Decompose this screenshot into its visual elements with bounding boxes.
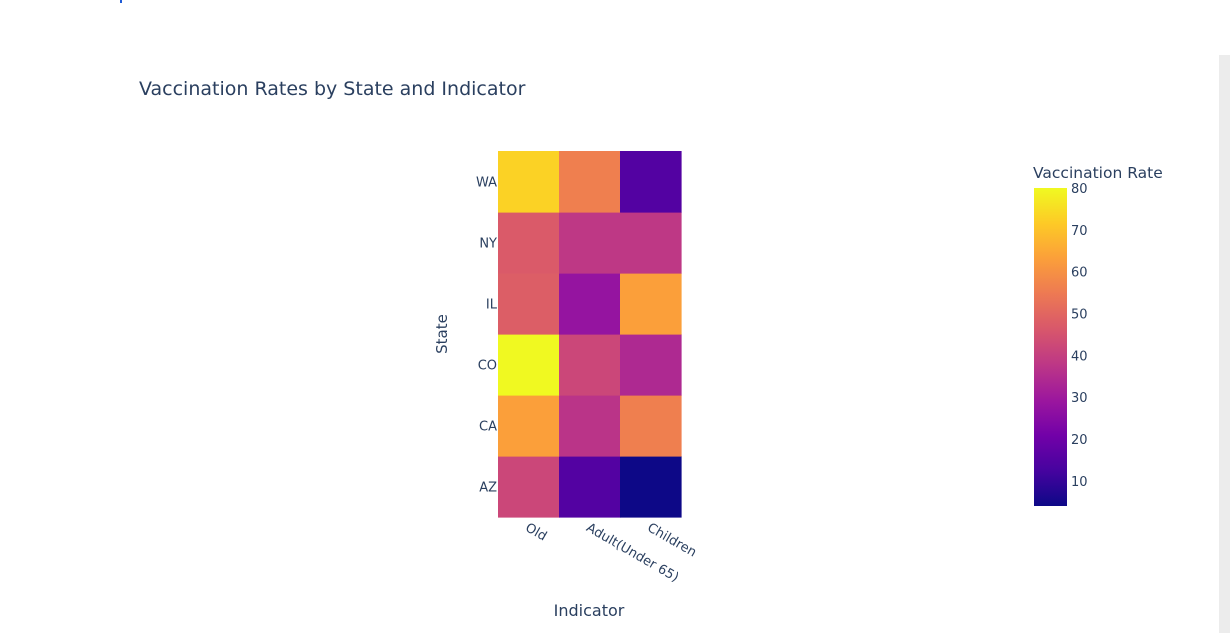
x-tick-labels: Old Adult(Under 65)Children xyxy=(523,520,699,585)
heatmap-cell-ca-1 xyxy=(559,395,621,457)
heatmap-cell-wa-1 xyxy=(559,151,621,213)
y-tick-label: AZ xyxy=(479,481,497,496)
y-axis-title: State xyxy=(433,314,451,354)
colorbar-tick-label: 70 xyxy=(1071,224,1088,239)
heatmap-cells xyxy=(498,151,682,518)
y-tick-label: IL xyxy=(486,298,498,313)
heatmap-cell-ny-2 xyxy=(620,212,682,274)
heatmap-cell-az-1 xyxy=(559,456,621,518)
heatmap-cell-az-0 xyxy=(498,456,560,518)
heatmap-cell-co-2 xyxy=(620,334,682,396)
heatmap-cell-az-2 xyxy=(620,456,682,518)
colorbar-tick-labels: 10 20 30 40 50 60 70 80 xyxy=(1071,182,1088,490)
y-tick-label: CO xyxy=(478,359,497,374)
heatmap-cell-ny-0 xyxy=(498,212,560,274)
heatmap-cell-il-2 xyxy=(620,273,682,335)
scrollbar-strip xyxy=(1219,55,1230,633)
heatmap-cell-ny-1 xyxy=(559,212,621,274)
y-tick-label: WA xyxy=(476,176,497,191)
corner-mark xyxy=(120,0,122,3)
colorbar-tick-label: 30 xyxy=(1071,391,1088,406)
heatmap-cell-co-1 xyxy=(559,334,621,396)
y-tick-label: NY xyxy=(479,237,497,252)
colorbar xyxy=(1034,188,1067,506)
heatmap-cell-wa-0 xyxy=(498,151,560,213)
colorbar-tick-label: 60 xyxy=(1071,266,1088,281)
heatmap-cell-ca-2 xyxy=(620,395,682,457)
x-tick-label: Old xyxy=(523,520,550,544)
colorbar-title: Vaccination Rate xyxy=(1033,164,1163,182)
heatmap-cell-ca-0 xyxy=(498,395,560,457)
colorbar-tick-label: 80 xyxy=(1071,182,1088,197)
x-axis-title: Indicator xyxy=(554,601,625,620)
heatmap-cell-il-1 xyxy=(559,273,621,335)
colorbar-tick-label: 50 xyxy=(1071,308,1088,323)
heatmap-cell-co-0 xyxy=(498,334,560,396)
y-tick-label: CA xyxy=(479,420,497,435)
chart-title: Vaccination Rates by State and Indicator xyxy=(139,78,526,100)
heatmap-cell-il-0 xyxy=(498,273,560,335)
x-tick-label: Children xyxy=(645,520,699,560)
colorbar-tick-label: 40 xyxy=(1071,349,1088,364)
colorbar-tick-label: 20 xyxy=(1071,433,1088,448)
heatmap-cell-wa-2 xyxy=(620,151,682,213)
colorbar-tick-label: 10 xyxy=(1071,475,1088,490)
y-tick-labels: AZ CA CO IL NY WA xyxy=(476,176,498,496)
